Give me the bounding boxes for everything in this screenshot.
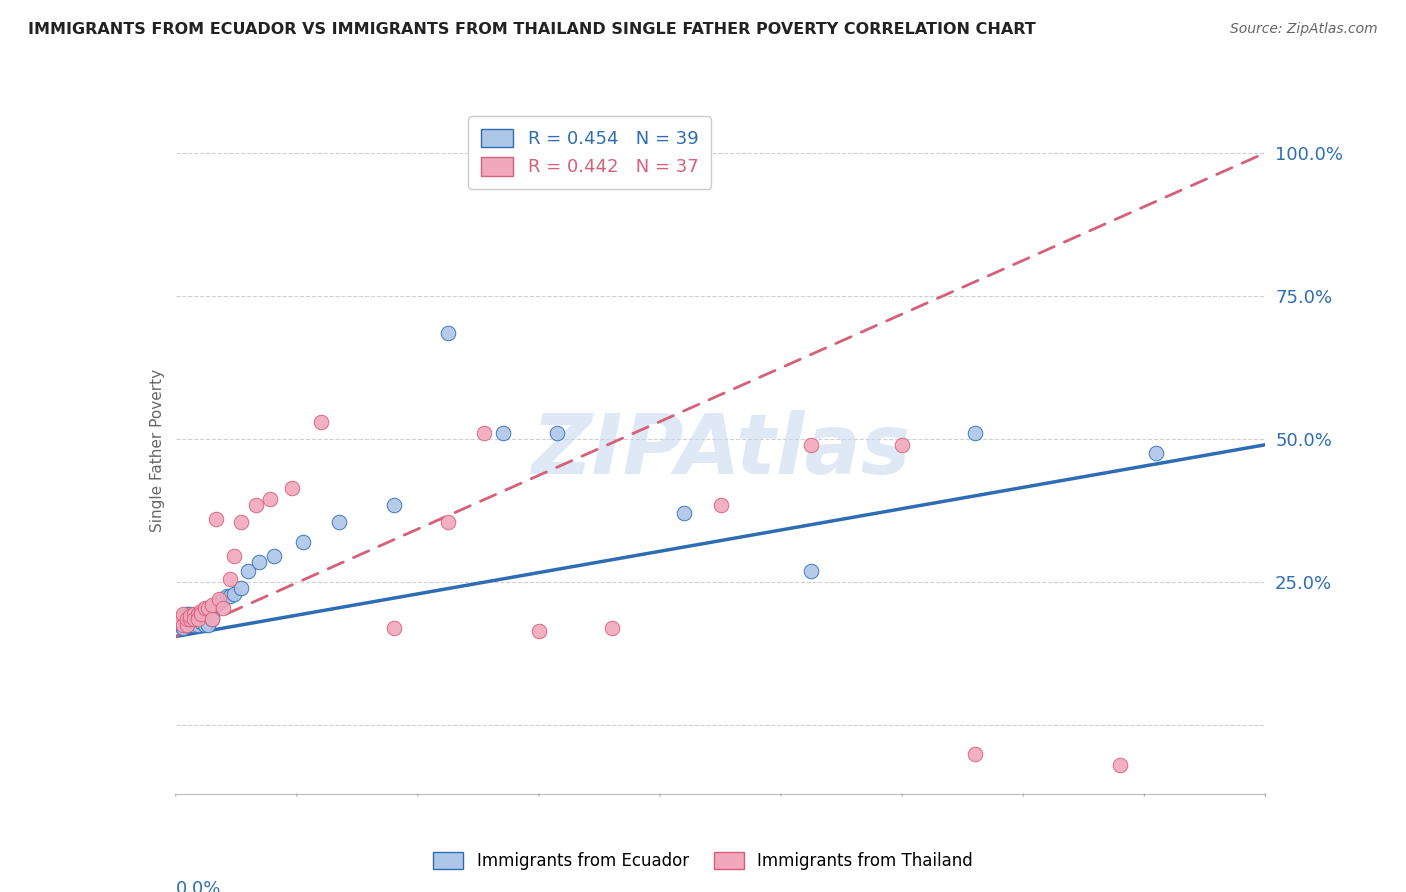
Point: [183, 612, 205, 626]
Point: [186, 612, 209, 626]
Point: [527, 624, 550, 638]
Point: [546, 426, 568, 441]
Point: [194, 612, 217, 626]
Text: 0.0%: 0.0%: [176, 880, 221, 892]
Point: [231, 515, 253, 529]
Point: [245, 498, 267, 512]
Point: [194, 600, 217, 615]
Point: [204, 598, 226, 612]
Point: [222, 586, 245, 600]
Point: [169, 612, 191, 626]
Point: [201, 612, 224, 626]
Point: [183, 615, 205, 630]
Point: [172, 607, 194, 621]
Point: [172, 621, 194, 635]
Point: [176, 612, 198, 626]
Point: [186, 612, 209, 626]
Point: [231, 581, 253, 595]
Y-axis label: Single Father Poverty: Single Father Poverty: [149, 369, 165, 532]
Text: IMMIGRANTS FROM ECUADOR VS IMMIGRANTS FROM THAILAND SINGLE FATHER POVERTY CORREL: IMMIGRANTS FROM ECUADOR VS IMMIGRANTS FR…: [28, 22, 1036, 37]
Point: [963, 747, 986, 761]
Point: [382, 498, 405, 512]
Point: [212, 592, 235, 607]
Point: [197, 618, 219, 632]
Point: [247, 555, 270, 569]
Point: [197, 600, 219, 615]
Point: [172, 618, 194, 632]
Point: [219, 572, 242, 586]
Point: [179, 607, 201, 621]
Point: [183, 618, 205, 632]
Point: [673, 507, 696, 521]
Point: [172, 609, 194, 624]
Point: [710, 498, 733, 512]
Point: [204, 512, 226, 526]
Point: [1146, 446, 1168, 460]
Point: [309, 415, 332, 429]
Point: [263, 549, 285, 564]
Legend: Immigrants from Ecuador, Immigrants from Thailand: Immigrants from Ecuador, Immigrants from…: [426, 845, 980, 877]
Point: [179, 609, 201, 624]
Point: [215, 590, 238, 604]
Point: [194, 618, 217, 632]
Point: [208, 595, 231, 609]
Point: [259, 492, 281, 507]
Point: [179, 615, 201, 630]
Point: [600, 621, 623, 635]
Point: [328, 515, 350, 529]
Point: [291, 535, 314, 549]
Point: [212, 600, 235, 615]
Point: [197, 607, 219, 621]
Point: [208, 592, 231, 607]
Point: [201, 612, 224, 626]
Point: [219, 590, 242, 604]
Point: [169, 618, 191, 632]
Point: [201, 609, 224, 624]
Point: [437, 326, 460, 340]
Point: [963, 426, 986, 441]
Point: [800, 438, 823, 452]
Point: [190, 607, 212, 621]
Point: [186, 607, 209, 621]
Point: [190, 609, 212, 624]
Point: [201, 598, 224, 612]
Point: [437, 515, 460, 529]
Point: [474, 426, 496, 441]
Point: [1109, 758, 1132, 772]
Text: Source: ZipAtlas.com: Source: ZipAtlas.com: [1230, 22, 1378, 37]
Point: [492, 426, 515, 441]
Point: [891, 438, 914, 452]
Point: [176, 618, 198, 632]
Point: [238, 564, 260, 578]
Legend: R = 0.454   N = 39, R = 0.442   N = 37: R = 0.454 N = 39, R = 0.442 N = 37: [468, 116, 711, 189]
Point: [222, 549, 245, 564]
Point: [186, 618, 209, 632]
Point: [183, 607, 205, 621]
Point: [179, 612, 201, 626]
Point: [176, 618, 198, 632]
Point: [281, 481, 304, 495]
Point: [176, 607, 198, 621]
Point: [190, 615, 212, 630]
Point: [382, 621, 405, 635]
Point: [800, 564, 823, 578]
Text: ZIPAtlas: ZIPAtlas: [531, 410, 910, 491]
Point: [190, 604, 212, 618]
